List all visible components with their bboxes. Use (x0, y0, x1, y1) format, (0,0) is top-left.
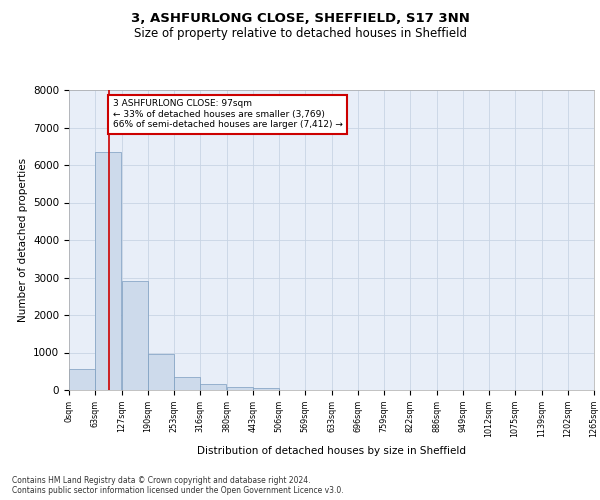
Text: 3 ASHFURLONG CLOSE: 97sqm
← 33% of detached houses are smaller (3,769)
66% of se: 3 ASHFURLONG CLOSE: 97sqm ← 33% of detac… (113, 100, 343, 129)
Bar (227, 386, 253, 390)
Bar (122, 281, 148, 390)
Text: 3, ASHFURLONG CLOSE, SHEFFIELD, S17 3NN: 3, ASHFURLONG CLOSE, SHEFFIELD, S17 3NN (131, 12, 469, 26)
Y-axis label: Number of detached properties: Number of detached properties (17, 158, 28, 322)
Bar (174, 377, 200, 390)
Bar (200, 384, 226, 390)
Text: Size of property relative to detached houses in Sheffield: Size of property relative to detached ho… (133, 28, 467, 40)
Bar (148, 354, 174, 390)
Text: Contains HM Land Registry data © Crown copyright and database right 2024.
Contai: Contains HM Land Registry data © Crown c… (12, 476, 344, 495)
X-axis label: Distribution of detached houses by size in Sheffield: Distribution of detached houses by size … (197, 446, 466, 456)
Bar (69, 369, 95, 390)
Bar (95, 152, 121, 390)
Bar (253, 388, 279, 390)
